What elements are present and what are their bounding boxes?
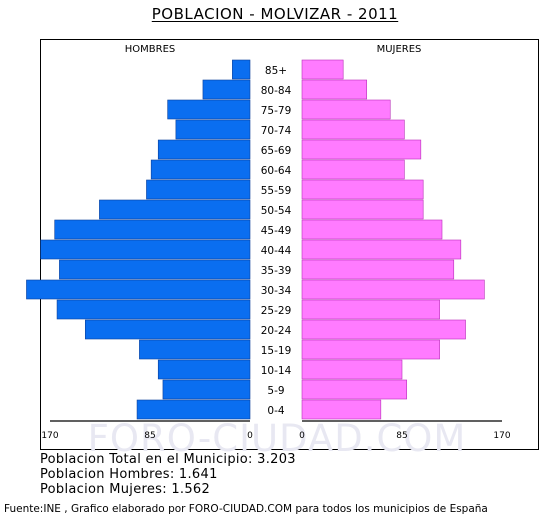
bar-mujeres-10-14 [301,359,403,380]
age-label: 10-14 [261,365,292,377]
bar-hombres-25-29 [56,299,251,320]
bar-mujeres-20-24 [301,319,466,340]
bar-mujeres-5-9 [301,379,408,400]
bar-mujeres-70-74 [301,119,405,140]
bar-hombres-10-14 [157,359,251,380]
age-label: 25-29 [261,305,292,317]
bar-hombres-0-4 [136,399,251,420]
age-label: 70-74 [261,125,292,137]
bar-hombres-50-54 [99,199,251,220]
bar-hombres-40-44 [40,239,251,260]
x-axes: 170 85 0 0 85 170 [41,420,511,441]
bar-hombres-75-79 [167,99,251,120]
age-label: 65-69 [261,145,292,157]
bar-hombres-70-74 [175,119,251,140]
age-label: 5-9 [267,385,284,397]
bar-hombres-35-39 [59,259,251,280]
hombres-bars [26,59,251,420]
summary-hombres: Poblacion Hombres: 1.641 [40,467,218,482]
age-label: 55-59 [261,185,292,197]
bar-hombres-60-64 [150,159,251,180]
bar-hombres-55-59 [146,179,251,200]
age-group-labels: 85+ 80-84 75-79 70-74 65-69 60-64 55-59 50-54 45… [261,65,292,417]
chart-title-text: POBLACION - MOLVIZAR - 2011 [151,5,399,23]
bar-hombres-20-24 [84,319,251,340]
population-summary: Poblacion Total en el Municipio: 3.203 P… [40,452,296,497]
bar-mujeres-45-49 [301,219,443,240]
bar-mujeres-30-34 [301,279,485,300]
age-label: 20-24 [261,325,292,337]
bar-hombres-80-84 [202,79,251,100]
age-label: 45-49 [261,225,292,237]
bar-hombres-45-49 [54,219,251,240]
bar-hombres-65-69 [157,139,251,160]
bar-mujeres-85+ [301,59,344,80]
source-footer: Fuente:INE , Grafico elaborado por FORO-… [4,503,488,515]
age-label: 50-54 [261,205,292,217]
x-tick-left: 170 [41,431,58,441]
bar-mujeres-60-64 [301,159,405,180]
legend-mujeres: MUJERES [377,44,422,55]
summary-total: Poblacion Total en el Municipio: 3.203 [40,452,296,467]
age-label: 30-34 [261,285,292,297]
x-tick-left: 0 [247,431,253,441]
x-tick-right: 170 [493,431,510,441]
age-label: 0-4 [267,405,284,417]
mujeres-bars [301,59,485,420]
age-label: 35-39 [261,265,292,277]
watermark: FORO-CIUDAD.COM [88,417,467,460]
age-label: 40-44 [261,245,292,257]
bar-mujeres-35-39 [301,259,455,280]
bar-mujeres-65-69 [301,139,422,160]
bar-mujeres-75-79 [301,99,391,120]
bar-mujeres-80-84 [301,79,368,100]
bar-mujeres-0-4 [301,399,382,420]
age-label: 80-84 [261,85,292,97]
bar-hombres-5-9 [162,379,251,400]
age-label: 60-64 [261,165,292,177]
bar-mujeres-25-29 [301,299,440,320]
age-label: 85+ [265,65,287,77]
bar-mujeres-15-19 [301,339,440,360]
bar-mujeres-55-59 [301,179,424,200]
age-label: 15-19 [261,345,292,357]
bar-hombres-30-34 [26,279,251,300]
x-tick-right: 85 [396,431,407,441]
age-label: 75-79 [261,105,292,117]
legend-hombres: HOMBRES [125,44,176,55]
bar-mujeres-40-44 [301,239,462,260]
x-tick-left: 85 [144,431,155,441]
x-tick-right: 0 [299,431,305,441]
bar-mujeres-50-54 [301,199,424,220]
bar-hombres-15-19 [139,339,251,360]
bar-hombres-85+ [232,59,251,80]
summary-mujeres: Poblacion Mujeres: 1.562 [40,482,211,497]
chart-title: POBLACION - MOLVIZAR - 2011 [0,5,550,23]
